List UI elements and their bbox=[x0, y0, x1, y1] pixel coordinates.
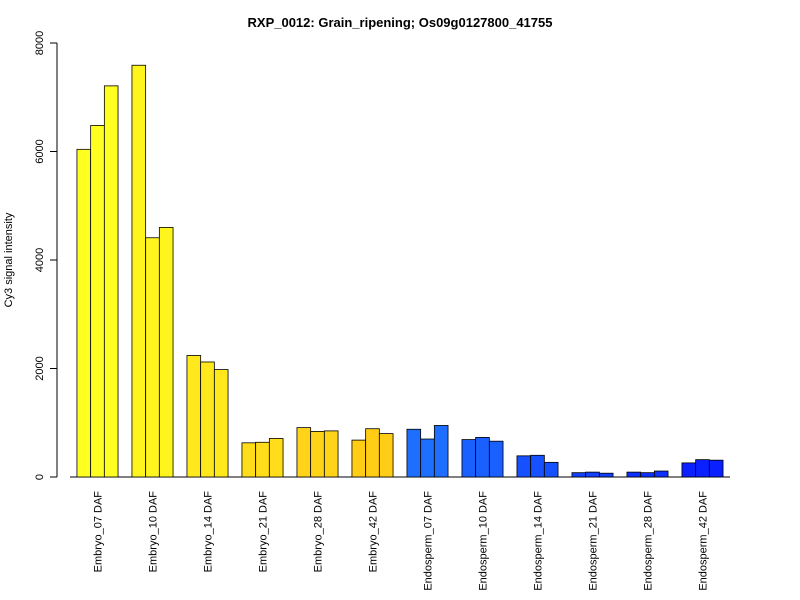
bar bbox=[158, 227, 174, 478]
x-tick-label: Embryo_42 DAF bbox=[368, 491, 380, 573]
bar bbox=[708, 459, 724, 478]
y-tick-label: 4000 bbox=[34, 248, 46, 272]
bar bbox=[186, 355, 202, 478]
x-tick-label: Embryo_28 DAF bbox=[313, 491, 325, 573]
x-tick-label: Endosperm_07 DAF bbox=[423, 491, 435, 591]
bar bbox=[213, 369, 229, 478]
bar bbox=[200, 361, 215, 478]
bar bbox=[103, 85, 119, 478]
bar bbox=[475, 436, 490, 478]
bar bbox=[695, 459, 710, 478]
bar bbox=[626, 471, 642, 478]
bar bbox=[530, 454, 545, 478]
bar bbox=[571, 472, 587, 478]
y-axis: 0 2000 4000 6000 8000 bbox=[34, 31, 58, 480]
x-tick-label: Endosperm_28 DAF bbox=[643, 491, 655, 591]
bar bbox=[310, 431, 325, 478]
bar bbox=[406, 428, 422, 478]
x-tick-label: Endosperm_10 DAF bbox=[478, 491, 490, 591]
x-tick-label: Endosperm_42 DAF bbox=[698, 491, 710, 591]
x-tick-label: Embryo_07 DAF bbox=[93, 491, 105, 573]
bar bbox=[516, 455, 532, 478]
x-tick-label: Embryo_21 DAF bbox=[258, 491, 270, 573]
bar bbox=[145, 237, 160, 478]
bars bbox=[70, 64, 730, 478]
bar bbox=[433, 425, 449, 478]
bar bbox=[681, 462, 697, 478]
y-tick-label: 8000 bbox=[34, 31, 46, 55]
bar bbox=[640, 472, 655, 478]
bar bbox=[585, 471, 600, 478]
x-tick-label: Endosperm_14 DAF bbox=[533, 491, 545, 591]
bar bbox=[296, 427, 312, 478]
bar bbox=[131, 64, 147, 478]
bar bbox=[323, 430, 339, 478]
bar bbox=[420, 438, 435, 478]
x-tick-labels: Embryo_07 DAF Embryo_10 DAF Embryo_14 DAF E… bbox=[93, 491, 710, 591]
bar bbox=[90, 125, 105, 478]
bar bbox=[653, 470, 669, 478]
x-tick-label: Endosperm_21 DAF bbox=[588, 491, 600, 591]
x-tick-label: Embryo_14 DAF bbox=[203, 491, 215, 573]
bar bbox=[461, 439, 477, 478]
bar bbox=[351, 439, 367, 478]
bar bbox=[488, 440, 504, 478]
y-tick-label: 2000 bbox=[34, 356, 46, 380]
y-axis-label: Cy3 signal intensity bbox=[3, 212, 15, 307]
bar bbox=[365, 428, 380, 478]
y-tick-label: 0 bbox=[34, 474, 46, 480]
bar bbox=[378, 433, 394, 478]
bar bbox=[76, 148, 92, 478]
bar bbox=[543, 461, 559, 478]
bar bbox=[598, 472, 614, 478]
bar bbox=[268, 438, 284, 478]
bar bbox=[255, 441, 270, 478]
bar bbox=[241, 442, 257, 478]
x-tick-label: Embryo_10 DAF bbox=[148, 491, 160, 573]
chart-title: RXP_0012: Grain_ripening; Os09g0127800_4… bbox=[248, 15, 553, 30]
y-tick-label: 6000 bbox=[34, 139, 46, 163]
